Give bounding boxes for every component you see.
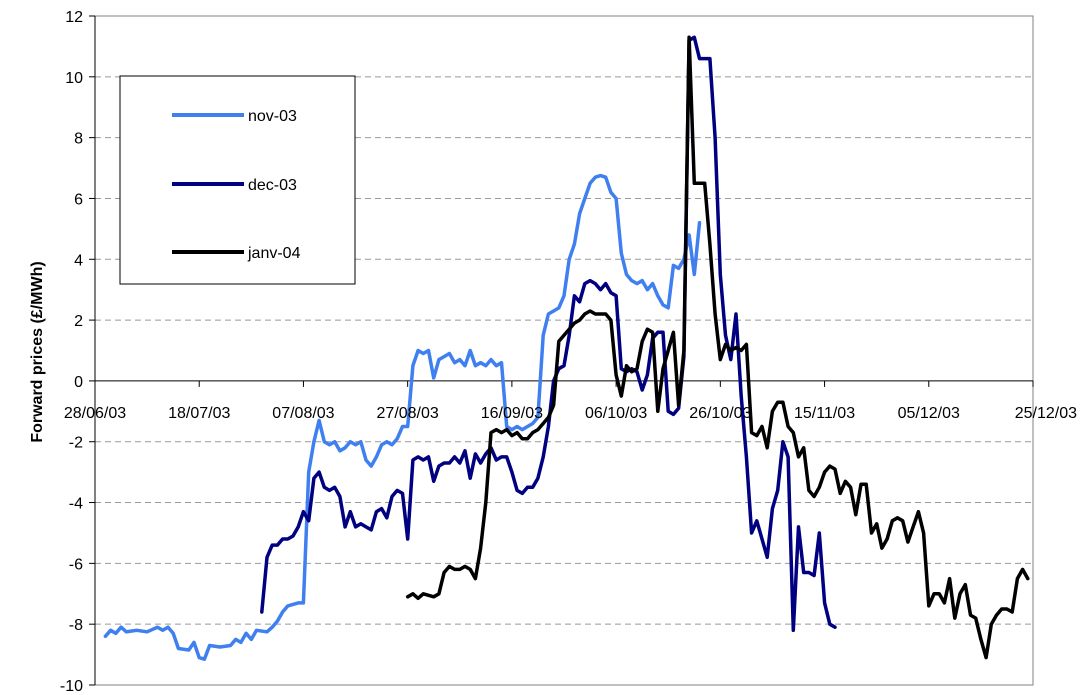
legend-label-janv-04: janv-04: [247, 245, 301, 262]
series-line-janv-04: [405, 35, 1030, 660]
x-tick-label: 18/07/03: [168, 405, 230, 422]
y-tick-label: -10: [60, 678, 83, 695]
series-line-dec-03: [260, 35, 837, 633]
x-tick-label: 25/12/03: [1015, 405, 1077, 422]
y-tick-label: 0: [74, 374, 83, 391]
y-tick-label: 10: [65, 70, 83, 87]
legend-label-dec-03: dec-03: [248, 177, 297, 194]
y-tick-label: 8: [74, 131, 83, 148]
series-lines: [103, 35, 1030, 661]
legend-label-nov-03: nov-03: [248, 108, 297, 125]
y-tick-label: -4: [69, 496, 83, 513]
x-tick-label: 15/11/03: [794, 405, 855, 422]
x-tick-labels: 28/06/03 18/07/03 07/08/03 27/08/03 16/09/03…: [64, 405, 1077, 422]
x-tick-label: 28/06/03: [64, 405, 126, 422]
x-tick-label: 27/08/03: [377, 405, 439, 422]
x-tick-label: 06/10/03: [585, 405, 647, 422]
y-tick-labels: -10 -8 -6 -4 -2 0 2 4 6 8 10 12: [60, 9, 83, 695]
y-tick-label: 6: [74, 191, 83, 208]
y-tick-label: -8: [69, 617, 83, 634]
axes: [89, 15, 1034, 686]
y-axis-title: Forward prices (£/MWh): [29, 261, 46, 442]
x-tick-label: 26/10/03: [689, 405, 751, 422]
legend-box: [119, 75, 356, 285]
series-line-nov-03: [103, 173, 702, 661]
y-tick-label: 12: [65, 9, 83, 26]
y-tick-label: -6: [69, 556, 83, 573]
y-tick-label: 4: [74, 252, 83, 269]
legend: nov-03 dec-03 janv-04: [119, 75, 356, 285]
x-tick-label: 16/09/03: [481, 405, 543, 422]
y-tick-label: -2: [69, 435, 83, 452]
x-tick-label: 07/08/03: [272, 405, 334, 422]
x-tick-label: 05/12/03: [898, 405, 960, 422]
y-tick-label: 2: [74, 313, 83, 330]
